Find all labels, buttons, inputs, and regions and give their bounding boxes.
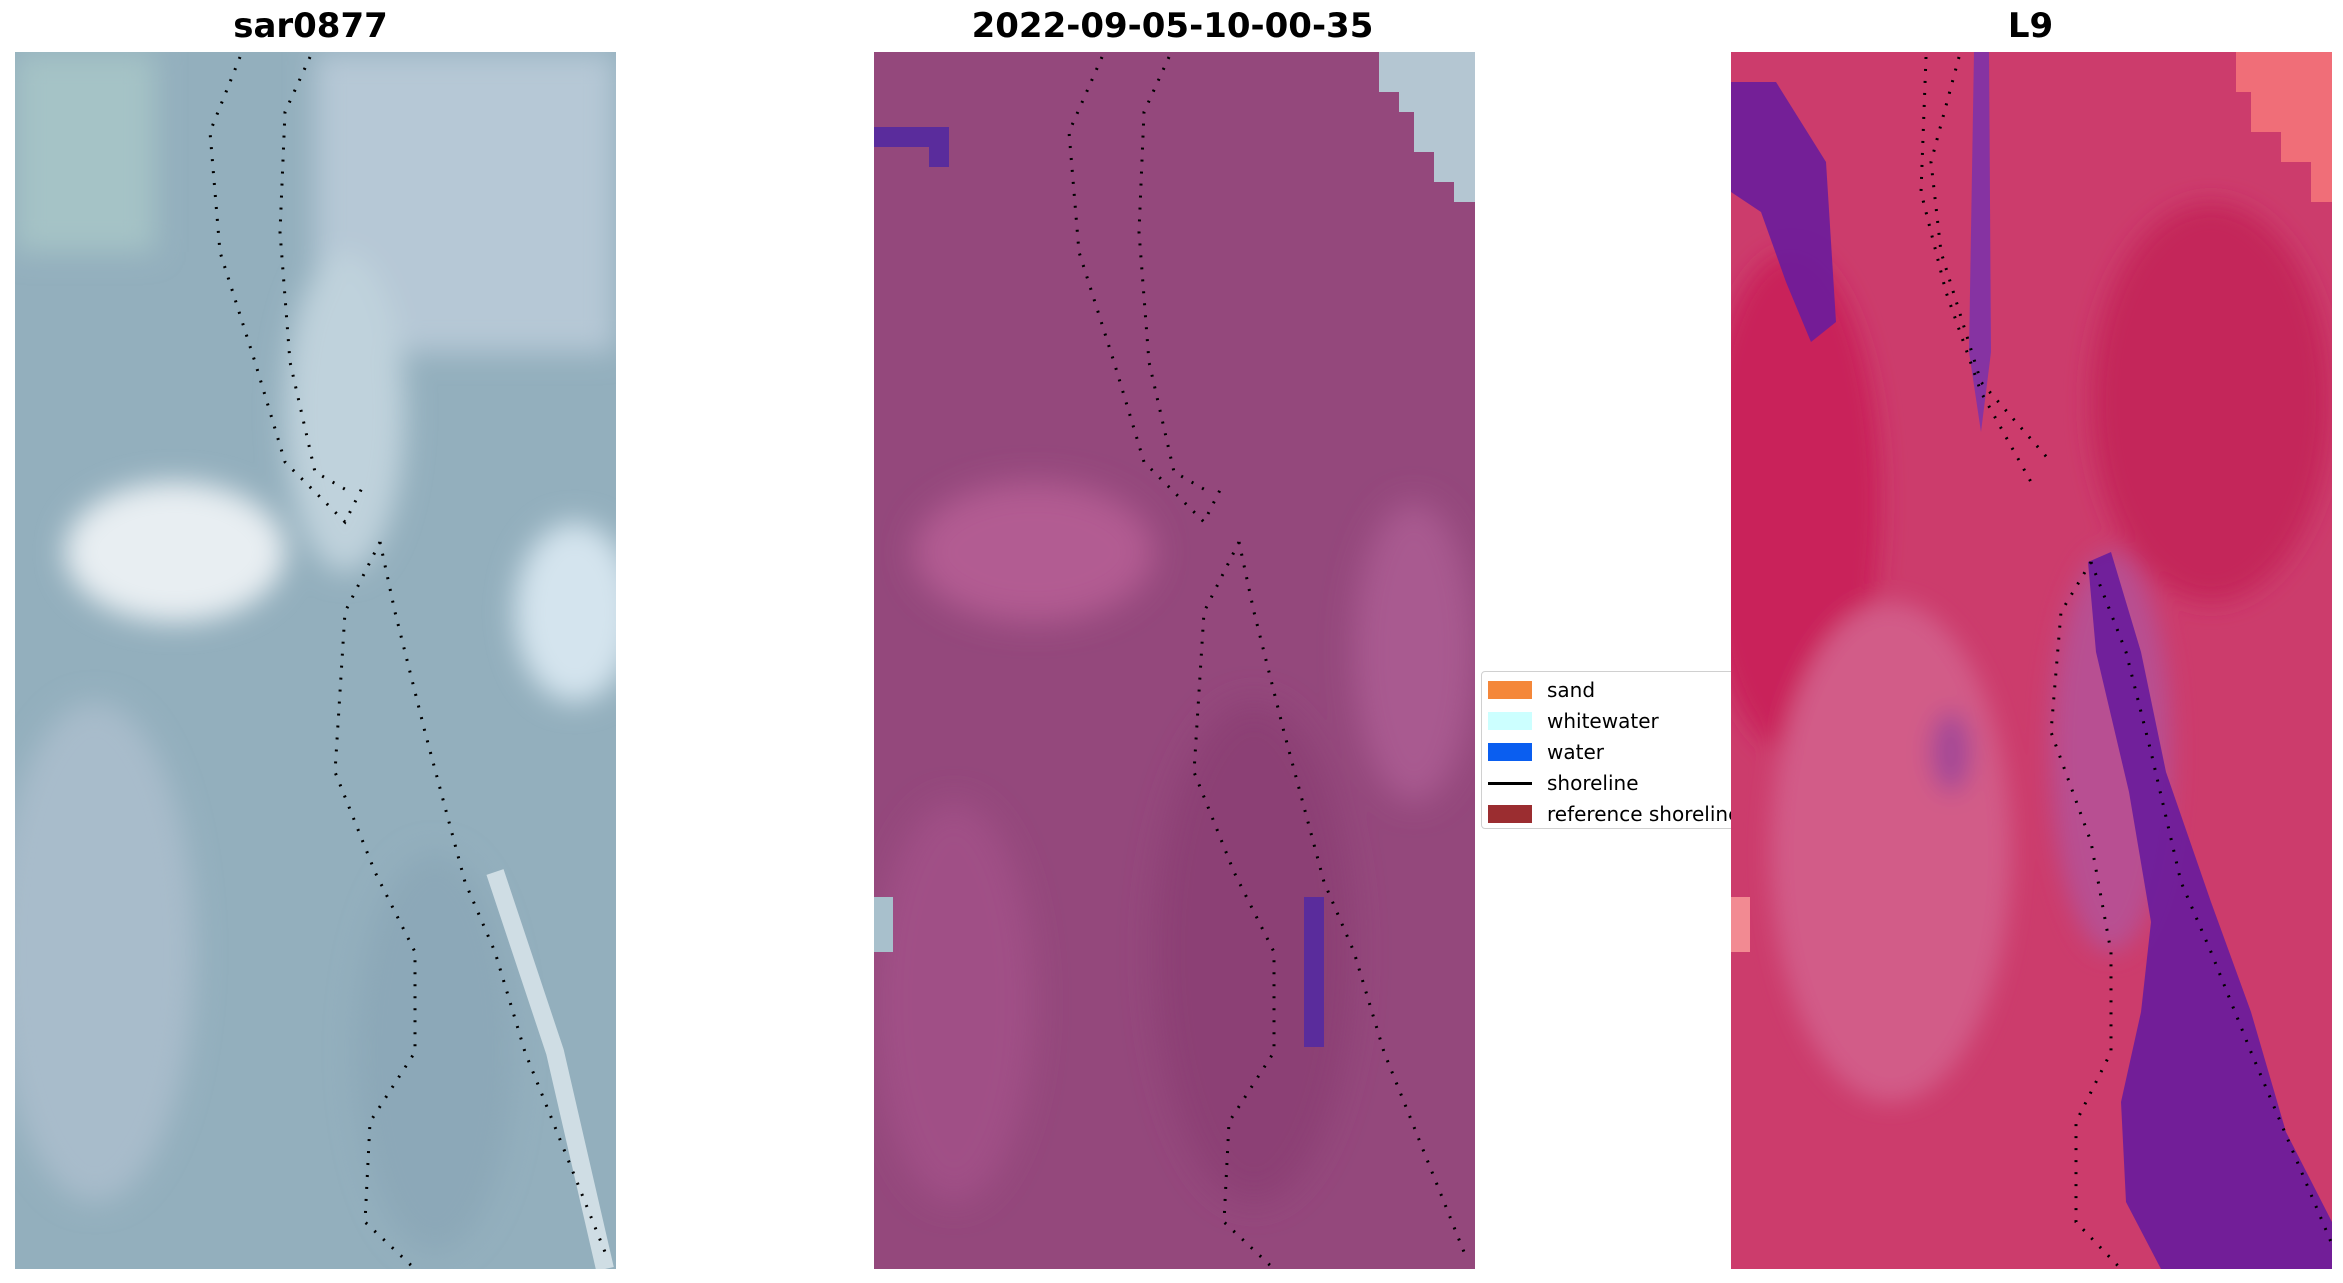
panel-title-rgb: sar0877 [233, 6, 388, 46]
legend-label-sand: sand [1547, 678, 1596, 702]
whitewater-swatch [1488, 712, 1532, 730]
reference-shoreline-swatch [1488, 805, 1532, 823]
legend-label-water: water [1547, 740, 1604, 764]
reference-shoreline-dots [208, 56, 607, 1269]
water-swatch [1488, 743, 1532, 761]
water-region-channel [2088, 552, 2332, 1269]
whitewater-strip [486, 869, 614, 1269]
legend-label-whitewater: whitewater [1547, 709, 1659, 733]
legend-label-shoreline: shoreline [1547, 771, 1639, 795]
classified-image-panel [874, 52, 1475, 1269]
panel-title-date: 2022-09-05-10-00-35 [971, 6, 1374, 46]
legend-item-sand: sand [1488, 678, 1596, 702]
water-patch-left-2 [929, 127, 949, 167]
legend-item-water: water [1488, 740, 1604, 764]
reference-shoreline-dots-2 [1067, 56, 1466, 1269]
legend: sand whitewater water shoreline referenc… [1481, 671, 1741, 829]
legend-label-reference-shoreline: reference shoreline [1547, 802, 1741, 826]
water-patch-right [1304, 897, 1324, 1047]
whitewater-patch-left [874, 897, 893, 952]
whitewater-corner [1379, 52, 1475, 202]
shoreline-line-swatch [1488, 781, 1532, 785]
mndwi-image-panel [1731, 52, 2332, 1269]
legend-item-shoreline: shoreline [1488, 771, 1639, 795]
rgb-image-panel [15, 52, 616, 1269]
water-region-channel-top [1969, 52, 1991, 432]
panel-title-satellite: L9 [2007, 6, 2054, 46]
sand-swatch [1488, 681, 1532, 699]
legend-item-reference-shoreline: reference shoreline [1488, 802, 1741, 826]
legend-item-whitewater: whitewater [1488, 709, 1659, 733]
reference-shoreline-dots-3 [1919, 56, 2332, 1269]
sand-corner-top-right [2236, 52, 2332, 202]
water-region-top-left [1731, 82, 1836, 342]
sand-patch-left [1731, 897, 1750, 952]
